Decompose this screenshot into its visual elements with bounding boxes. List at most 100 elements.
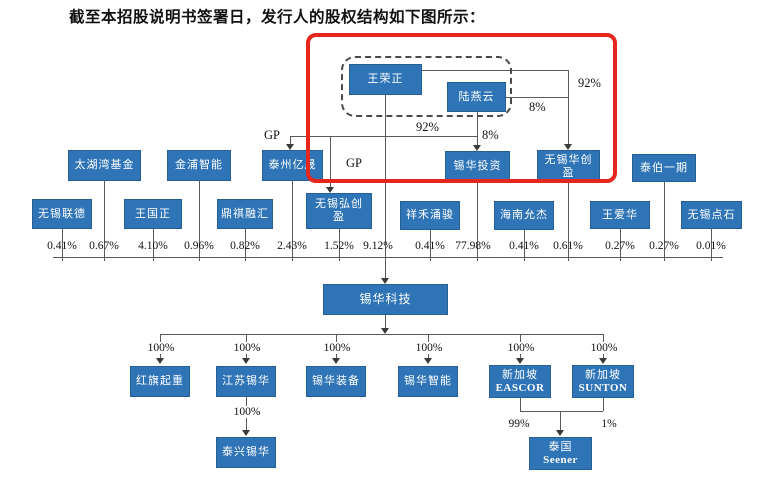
line-holder-2 — [153, 229, 154, 261]
line-bus-to-company — [385, 257, 386, 278]
line-gp-hongchuang — [330, 136, 331, 187]
pct-holder-10: 0.41% — [509, 240, 539, 252]
pct-holder-13: 0.27% — [649, 240, 679, 252]
arrow-sub-0 — [156, 358, 164, 364]
arrow-taixing — [242, 430, 250, 436]
arrow-xihuatouzi — [473, 145, 481, 151]
node-xianghe-yongjun: 祥禾涌骏 — [400, 201, 460, 230]
arrow-sub-bus — [381, 328, 389, 334]
node-hongqi-qizhong: 红旗起重 — [130, 366, 190, 397]
node-hainan-yunjie: 海南允杰 — [494, 201, 554, 230]
pct-wang-huachuangying: 92% — [578, 76, 601, 90]
pct-holder-9: 77.98% — [455, 240, 491, 252]
controllers-dashed-group — [341, 56, 512, 117]
line-lu-right — [506, 97, 568, 98]
node-luyanyun: 陆燕云 — [447, 82, 506, 112]
pct-holder-11: 0.61% — [553, 240, 583, 252]
arrow-huachuangying — [564, 144, 572, 150]
node-wuxi-dianshi: 无锡点石 — [681, 201, 742, 229]
pct-sub-0: 100% — [138, 342, 184, 354]
arrow-sub-1 — [242, 358, 250, 364]
arrow-seener — [556, 430, 564, 436]
node-dingqi-ronghui: 鼎祺融汇 — [217, 199, 273, 229]
line-main-bus — [53, 257, 723, 258]
node-taixing-xihua: 泰兴锡华 — [216, 437, 276, 468]
line-wang-down — [385, 95, 386, 261]
pct-holder-8: 0.41% — [415, 240, 445, 252]
line-holder-13 — [664, 182, 665, 261]
arrow-sub-4 — [516, 358, 524, 364]
node-singapore-eascor: 新加坡 EASCOR — [489, 365, 551, 398]
pct-sub-2: 100% — [314, 342, 360, 354]
node-taihuwan-fund: 太湖湾基金 — [68, 150, 141, 181]
pct-taixing: 100% — [224, 406, 270, 418]
node-wangrongzheng: 王荣正 — [349, 64, 422, 95]
line-holder-12 — [620, 229, 621, 261]
pct-lu-xihuatouzi: 8% — [482, 128, 499, 142]
node-wuxi-liande: 无锡联德 — [32, 199, 92, 229]
line-holder-4 — [245, 229, 246, 261]
node-wuxi-hongchuangying: 无锡弘创盈 — [306, 193, 372, 229]
pct-sub-4: 100% — [498, 342, 544, 354]
node-jinpu-zhineng: 金浦智能 — [167, 150, 231, 181]
line-holder-14 — [711, 229, 712, 261]
pct-seener-sunton: 1% — [586, 418, 632, 430]
arrow-hongchuang — [326, 187, 334, 193]
line-holder-11 — [568, 183, 569, 261]
node-jiangsu-xihua: 江苏锡华 — [216, 366, 276, 397]
arrow-taizhou — [286, 144, 294, 150]
line-holder-5 — [292, 181, 293, 261]
line-company-down — [385, 315, 386, 328]
arrow-sub-5 — [599, 358, 607, 364]
pct-lu-huachuangying: 8% — [529, 100, 546, 114]
pct-wang-xihuatouzi: 92% — [416, 120, 439, 134]
line-holder-1 — [104, 181, 105, 261]
pct-holder-4: 0.82% — [230, 240, 260, 252]
line-eascor-down — [520, 398, 521, 411]
node-xihua-keji: 锡华科技 — [323, 284, 448, 315]
line-seener-connector — [520, 411, 603, 412]
line-wang-right — [422, 70, 568, 71]
page-title: 截至本招股说明书签署日，发行人的股权结构如下图所示： — [69, 9, 486, 26]
pct-seener-eascor: 99% — [496, 418, 542, 430]
node-taibo-yiqi: 泰伯一期 — [632, 154, 696, 182]
line-lu-down — [477, 112, 478, 145]
pct-holder-6: 1.52% — [324, 240, 354, 252]
arrow-sub-2 — [332, 358, 340, 364]
pct-sub-1: 100% — [224, 342, 270, 354]
gp-label-hongchuang: GP — [346, 156, 362, 170]
pct-holder-0: 0.41% — [47, 240, 77, 252]
line-holder-0 — [62, 229, 63, 261]
pct-holder-14: 0.01% — [696, 240, 726, 252]
node-xihua-zhineng: 锡华智能 — [398, 366, 458, 397]
node-thailand-seener: 泰国 Seener — [529, 437, 592, 470]
line-holder-8 — [430, 230, 431, 261]
pct-holder-2: 4.10% — [138, 240, 168, 252]
line-gp-taizhou — [290, 136, 291, 144]
red-highlight-box — [306, 33, 617, 183]
node-wangaihua: 王爱华 — [590, 201, 650, 229]
node-xihua-zhuangbei: 锡华装备 — [306, 366, 366, 397]
pct-sub-3: 100% — [406, 342, 452, 354]
arrow-sub-3 — [424, 358, 432, 364]
line-holder-10 — [524, 230, 525, 261]
node-wangguozheng: 王国正 — [124, 199, 182, 229]
pct-holder-5: 2.43% — [277, 240, 307, 252]
gp-label-taizhou: GP — [264, 128, 280, 142]
line-sunton-down — [603, 398, 604, 411]
line-gp-horizontal — [290, 136, 477, 137]
line-down-huachuangying — [568, 70, 569, 144]
node-singapore-sunton: 新加坡 SUNTON — [572, 365, 634, 398]
pct-holder-1: 0.67% — [89, 240, 119, 252]
pct-holder-12: 0.27% — [605, 240, 635, 252]
line-holder-3 — [199, 181, 200, 261]
line-holder-6 — [339, 229, 340, 261]
pct-holder-3: 0.96% — [184, 240, 214, 252]
pct-holder-7: 9.12% — [363, 240, 393, 252]
line-sub-bus — [160, 334, 603, 335]
arrow-company — [381, 278, 389, 284]
node-xihua-touzi: 锡华投资 — [445, 151, 510, 181]
line-seener-down — [560, 411, 561, 430]
line-holder-9 — [477, 181, 478, 261]
